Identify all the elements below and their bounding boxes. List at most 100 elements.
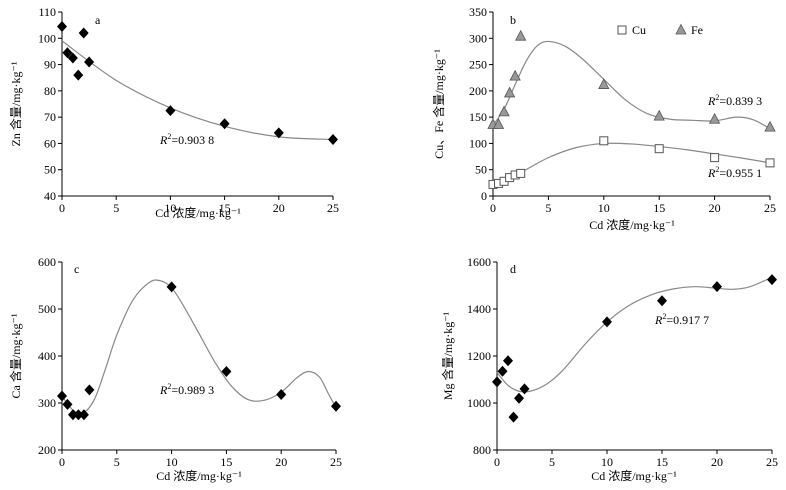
x-tick-label: 0 [59,455,65,469]
data-point [767,274,777,286]
y-axis-title: Ca 含量/mg·kg⁻¹ [8,313,23,398]
r2-label: R2=0.989 3 [159,382,214,397]
legend-label-fe: Fe [691,23,703,37]
x-tick-label: 0 [490,201,496,215]
y-axis-title: Zn 含量/mg·kg⁻¹ [8,61,23,146]
data-point [657,295,667,307]
data-point-fe [708,112,721,124]
y-tick-label: 1200 [467,349,491,363]
x-tick-label: 20 [275,455,287,469]
data-point [221,366,232,378]
r2-label: R2=0.917 7 [654,312,709,327]
x-axis-title: Cd 浓度/mg·kg⁻¹ [155,205,241,220]
x-tick-label: 0 [59,201,65,215]
data-point-cu [654,144,664,154]
panel-letter: c [74,262,79,276]
y-tick-label: 80 [44,84,56,98]
data-point [514,392,524,404]
y-tick-label: 100 [469,136,487,150]
x-tick-label: 5 [113,201,119,215]
data-point [273,127,284,139]
x-tick-label: 25 [330,455,342,469]
x-tick-label: 15 [653,201,665,215]
x-tick-label: 20 [711,455,723,469]
legend-marker-fe [675,23,687,35]
x-tick-label: 10 [166,455,178,469]
y-tick-label: 250 [469,58,487,72]
fit-curve-fe [492,40,771,130]
data-point [519,383,530,395]
x-axis-title: Cd 浓度/mg·kg⁻¹ [589,217,675,232]
y-tick-label: 50 [475,163,487,177]
x-tick-label: 25 [327,201,339,215]
y-tick-label: 200 [469,84,487,98]
data-point [73,69,84,81]
data-point-fe [764,120,776,132]
y-tick-label: 200 [38,443,56,457]
panel-a: 0 5 10 15 20 25 40 50 60 70 80 90 100 110 Cd 浓度/mg·kg⁻… [8,5,339,220]
x-tick-label: 10 [598,201,610,215]
y-tick-label: 100 [38,31,56,45]
r2-label-fe: R2=0.839 3 [707,93,762,108]
y-axis-title: Cu、Fe 含量/mg·kg⁻¹ [431,49,446,159]
x-tick-label: 0 [494,455,500,469]
data-point-cu [516,168,526,178]
data-point-fe [515,29,527,41]
y-tick-label: 1400 [467,302,491,316]
data-point-cu [765,158,775,168]
data-point-fe [653,109,665,121]
y-tick-label: 300 [38,396,56,410]
y-tick-label: 350 [469,5,487,19]
panel-letter: b [510,13,516,27]
r2-label: R2=0.903 8 [159,132,214,147]
legend-label-cu: Cu [632,23,646,37]
data-point [602,316,612,328]
data-point [166,281,177,293]
data-point-fe [598,78,610,89]
y-tick-label: 0 [481,189,487,203]
data-point [508,411,519,423]
x-axis-title: Cd 浓度/mg·kg⁻¹ [156,468,242,483]
x-tick-label: 20 [709,201,721,215]
y-tick-label: 600 [38,255,56,269]
panel-letter: a [95,13,101,27]
data-point [84,56,95,68]
data-point [57,390,67,402]
data-point-cu [599,136,609,146]
x-tick-label: 10 [601,455,613,469]
data-point [67,409,78,421]
y-tick-label: 110 [38,5,56,19]
data-point [62,398,73,410]
x-axis-title: Cd 浓度/mg·kg⁻¹ [591,468,677,483]
y-tick-label: 40 [44,189,56,203]
x-tick-label: 15 [656,455,668,469]
data-point [712,281,722,293]
panel-c: 0 5 10 15 20 25 200 300 400 500 600 Cd 浓度/mg·kg⁻¹ Ca… [8,255,342,483]
y-tick-label: 500 [38,302,56,316]
r2-label-cu: R2=0.955 1 [707,165,762,180]
data-point [62,47,73,59]
panel-letter: d [510,262,516,276]
y-tick-label: 1600 [467,255,491,269]
data-point [57,20,67,32]
y-tick-label: 800 [473,443,491,457]
y-tick-label: 300 [469,31,487,45]
data-point-fe [492,118,505,129]
data-point-fe [503,86,516,98]
legend-marker-cu [617,25,627,35]
data-point [503,355,513,367]
y-tick-label: 150 [469,110,487,124]
data-point [492,376,502,388]
data-point [328,133,338,145]
data-point [78,409,89,421]
y-tick-label: 50 [44,163,56,177]
data-point [219,118,230,130]
fit-curve [496,276,773,393]
y-tick-label: 90 [44,58,56,72]
x-tick-label: 10 [164,201,176,215]
x-tick-label: 5 [114,455,120,469]
x-tick-label: 25 [764,201,776,215]
x-tick-label: 15 [220,455,232,469]
data-point [497,365,508,377]
